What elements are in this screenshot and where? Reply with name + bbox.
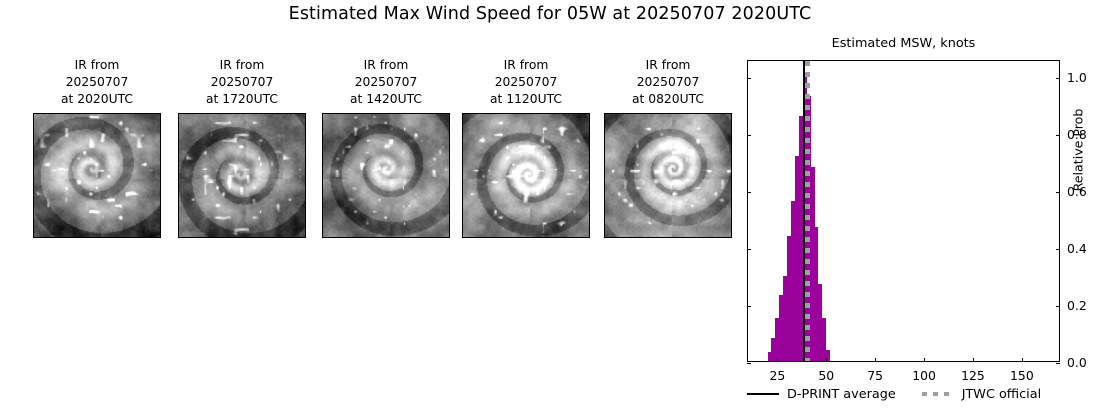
y-axis-tick — [1056, 78, 1060, 80]
legend-dprint-average[interactable]: D-PRINT average — [747, 387, 896, 402]
ir-panel-caption: IR from 20250707 at 0820UTC — [632, 58, 704, 106]
ir-satellite-image — [462, 113, 590, 238]
histogram-bar — [814, 227, 819, 361]
histogram-bar — [818, 284, 823, 361]
histogram-legend: D-PRINT average JTWC official — [747, 383, 1077, 405]
histogram-bar — [822, 318, 827, 361]
ir-satellite-image — [33, 113, 161, 238]
histogram-title: Estimated MSW, knots — [831, 36, 976, 51]
y-axis-tick-left — [747, 78, 751, 80]
histogram-axes: 25 50 75 100 125 150 0.0 0.2 0.4 0.6 0.8 1.0 — [747, 60, 1087, 383]
histogram-bar — [775, 318, 780, 361]
x-axis-tick-label: 25 — [769, 368, 786, 383]
ir-satellite-image — [604, 113, 732, 238]
y-axis-tick-label: 0.8 — [1067, 127, 1087, 143]
y-axis-tick — [1056, 135, 1060, 137]
histogram-bar — [783, 275, 788, 361]
y-axis-tick-left — [747, 192, 751, 194]
histogram-bar — [787, 235, 792, 361]
x-axis-tick-label: 50 — [818, 368, 835, 383]
ir-panel-caption: IR from 20250707 at 1420UTC — [350, 58, 422, 106]
legend-dotted-line-icon — [921, 391, 954, 397]
ir-panel-strip: IR from 20250707 at 2020UTC IR from 20250… — [0, 57, 745, 282]
histogram-bar — [810, 167, 815, 361]
ir-panel-caption: IR from 20250707 at 1720UTC — [206, 58, 278, 106]
ir-satellite-image — [322, 113, 450, 238]
y-axis-tick-left — [747, 135, 751, 137]
histogram-bar — [798, 115, 803, 361]
y-axis-tick — [1056, 306, 1060, 308]
x-axis-tick — [972, 358, 975, 362]
histogram-bar — [771, 338, 776, 361]
histogram-bar — [794, 155, 799, 361]
ir-panel-1720utc: IR from 20250707 at 1720UTC — [178, 57, 306, 238]
y-axis-tick — [1056, 249, 1060, 251]
legend-jtwc-official[interactable]: JTWC official — [921, 386, 1042, 402]
histogram-plot-area: 25 50 75 100 125 150 0.0 0.2 0.4 0.6 0.8 1.0 — [747, 61, 1087, 383]
x-axis-tick — [924, 358, 926, 362]
x-axis-tick-label: 75 — [867, 368, 884, 383]
jtwc-official-line — [805, 61, 810, 361]
figure-title: Estimated Max Wind Speed for 05W at 2025… — [288, 4, 812, 24]
histogram-bar — [791, 201, 795, 361]
histogram-bar — [767, 352, 772, 361]
histogram-bar — [802, 76, 807, 361]
y-axis-tick-left — [747, 249, 751, 251]
ir-panel-1120utc: IR from 20250707 at 1120UTC — [462, 57, 590, 238]
x-axis-tick — [1021, 358, 1023, 362]
y-axis-tick-label: 0.6 — [1067, 184, 1087, 200]
ir-satellite-image — [178, 113, 306, 238]
x-axis-tick — [826, 358, 828, 362]
legend-solid-line-icon — [747, 393, 779, 395]
ir-panel-caption: IR from 20250707 at 2020UTC — [61, 58, 133, 106]
x-axis-tick — [875, 358, 877, 362]
x-axis-tick — [777, 358, 779, 362]
legend-label: D-PRINT average — [787, 386, 896, 402]
ir-panel-1420utc: IR from 20250707 at 1420UTC — [322, 57, 450, 238]
y-axis-tick-label: 0.2 — [1067, 298, 1087, 314]
x-axis-tick-label: 100 — [912, 368, 936, 383]
ir-panel-2020utc: IR from 20250707 at 2020UTC — [33, 57, 161, 238]
histogram-bar — [779, 295, 784, 361]
x-axis-tick-label: 150 — [1010, 368, 1034, 383]
y-axis-tick — [1056, 363, 1060, 365]
legend-label: JTWC official — [961, 386, 1042, 402]
y-axis-tick — [1056, 192, 1060, 194]
y-axis-tick-left — [747, 363, 751, 365]
y-axis-label: Relative Prob — [1070, 108, 1086, 192]
ir-panel-caption: IR from 20250707 at 1120UTC — [490, 58, 562, 106]
y-axis-tick-label: 1.0 — [1067, 70, 1087, 86]
y-axis-tick-label: 0.4 — [1067, 241, 1087, 257]
dprint-average-line — [802, 61, 805, 361]
y-axis-tick-label: 0.0 — [1067, 355, 1087, 370]
histogram-bar — [826, 349, 831, 361]
x-axis-tick-label: 125 — [961, 368, 985, 383]
ir-panel-0820utc: IR from 20250707 at 0820UTC — [604, 57, 732, 238]
y-axis-tick-left — [747, 306, 751, 308]
